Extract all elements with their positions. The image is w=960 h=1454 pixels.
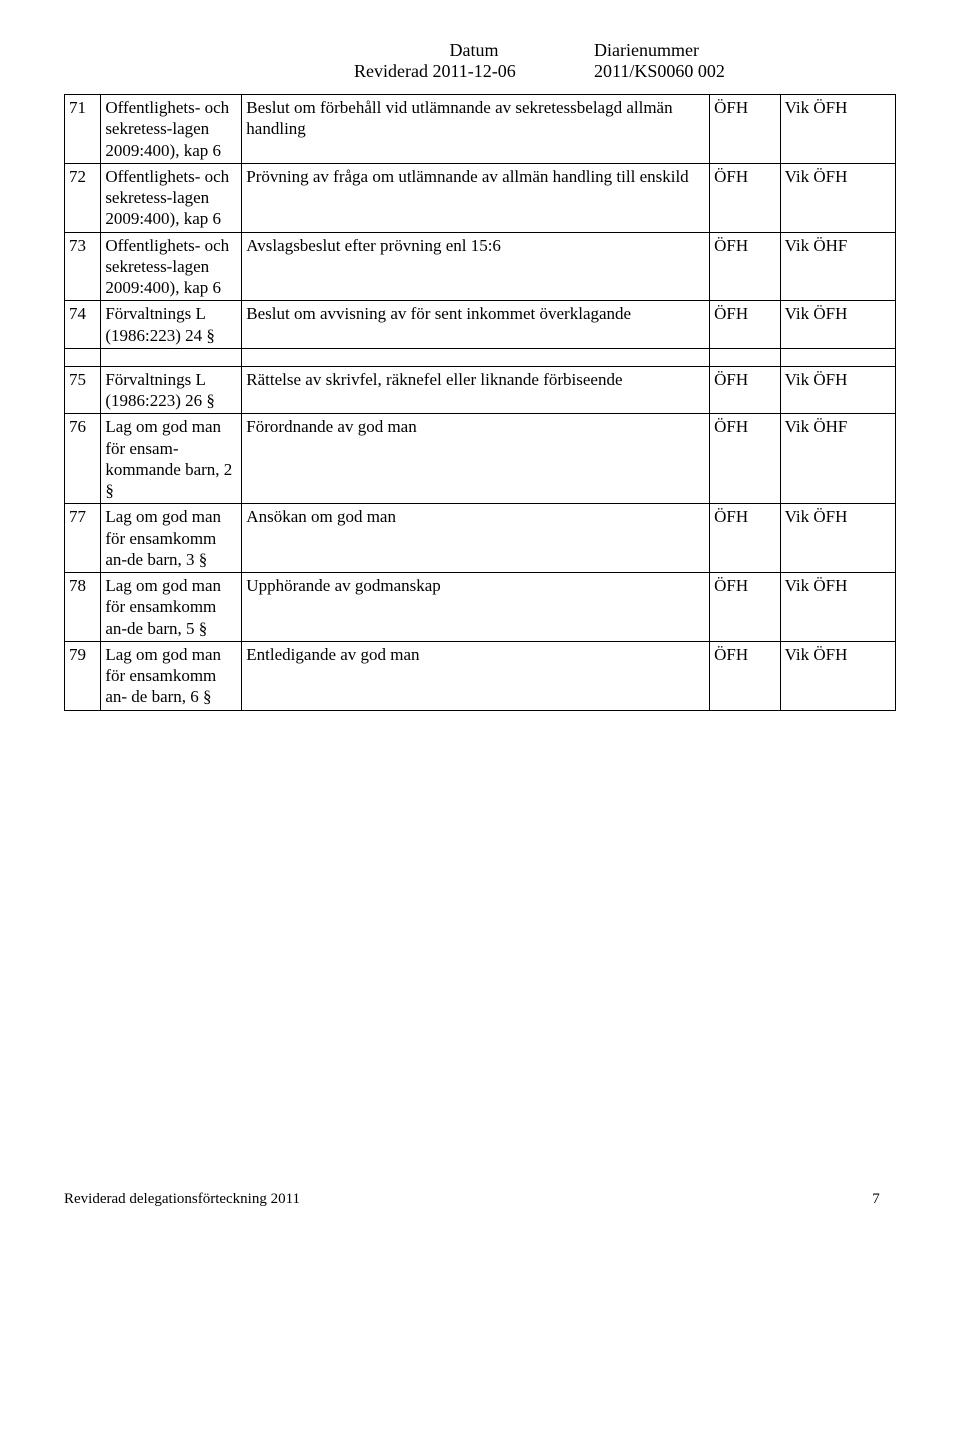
table-cell: Förordnande av god man <box>242 414 710 504</box>
table-row: 78Lag om god man för ensamkomm an-de bar… <box>65 573 896 642</box>
header-col-diarie: Diarienummer 2011/KS0060 002 <box>594 40 834 82</box>
table-cell: Vik ÖHF <box>780 414 895 504</box>
table-cell: 72 <box>65 163 101 232</box>
header-col-datum: Datum Reviderad 2011-12-06 <box>354 40 594 82</box>
table-cell: ÖFH <box>710 163 780 232</box>
page-header: Datum Reviderad 2011-12-06 Diarienummer … <box>64 40 896 82</box>
table-cell: Vik ÖFH <box>780 573 895 642</box>
table-cell: ÖFH <box>710 366 780 414</box>
table-cell: ÖFH <box>710 573 780 642</box>
table-cell: Lag om god man för ensam-kommande barn, … <box>101 414 242 504</box>
footer-text: Reviderad delegationsförteckning 2011 <box>64 1191 696 1208</box>
table-cell: Vik ÖFH <box>780 641 895 710</box>
table-row: 75Förvaltnings L (1986:223) 26 §Rättelse… <box>65 366 896 414</box>
table-cell: Vik ÖFH <box>780 163 895 232</box>
header-datum-value: Reviderad 2011-12-06 <box>354 61 594 82</box>
table-row: 76Lag om god man för ensam-kommande barn… <box>65 414 896 504</box>
table-cell: ÖFH <box>710 301 780 349</box>
table-cell: 78 <box>65 573 101 642</box>
table-cell: Beslut om avvisning av för sent inkommet… <box>242 301 710 349</box>
delegation-table: 71Offentlighets- och sekretess-lagen 200… <box>64 94 896 711</box>
table-cell: Offentlighets- och sekretess-lagen 2009:… <box>101 95 242 164</box>
page: Datum Reviderad 2011-12-06 Diarienummer … <box>0 0 960 1248</box>
footer-page-number: 7 <box>856 1191 896 1208</box>
table-cell: ÖFH <box>710 504 780 573</box>
table-row: 79Lag om god man för ensamkomm an- de ba… <box>65 641 896 710</box>
table-cell: Lag om god man för ensamkomm an-de barn,… <box>101 504 242 573</box>
table-cell: 71 <box>65 95 101 164</box>
table-row: 77Lag om god man för ensamkomm an-de bar… <box>65 504 896 573</box>
table-cell: Beslut om förbehåll vid utlämnande av se… <box>242 95 710 164</box>
table-row: 71Offentlighets- och sekretess-lagen 200… <box>65 95 896 164</box>
table-cell: Vik ÖFH <box>780 366 895 414</box>
table-cell: Offentlighets- och sekretess-lagen 2009:… <box>101 232 242 301</box>
table-cell: 79 <box>65 641 101 710</box>
table-cell: ÖFH <box>710 414 780 504</box>
table-cell: ÖFH <box>710 95 780 164</box>
table-cell: Upphörande av godmanskap <box>242 573 710 642</box>
table-cell: Rättelse av skrivfel, räknefel eller lik… <box>242 366 710 414</box>
table-cell: 76 <box>65 414 101 504</box>
table-cell: 74 <box>65 301 101 349</box>
table-cell: Vik ÖFH <box>780 504 895 573</box>
table-cell: Entledigande av god man <box>242 641 710 710</box>
table-cell: 77 <box>65 504 101 573</box>
table-cell: 75 <box>65 366 101 414</box>
table-row: 74Förvaltnings L (1986:223) 24 §Beslut o… <box>65 301 896 349</box>
table-cell: Vik ÖFH <box>780 95 895 164</box>
table-cell: Lag om god man för ensamkomm an-de barn,… <box>101 573 242 642</box>
table-cell: 73 <box>65 232 101 301</box>
table-cell: ÖFH <box>710 232 780 301</box>
table-cell: Offentlighets- och sekretess-lagen 2009:… <box>101 163 242 232</box>
header-datum-label: Datum <box>354 40 594 61</box>
table-cell: ÖFH <box>710 641 780 710</box>
table-cell: Vik ÖHF <box>780 232 895 301</box>
header-diarie-label: Diarienummer <box>594 40 834 61</box>
page-footer: Reviderad delegationsförteckning 2011 7 <box>64 1191 896 1208</box>
table-cell: Ansökan om god man <box>242 504 710 573</box>
table-cell: Avslagsbeslut efter prövning enl 15:6 <box>242 232 710 301</box>
table-cell: Prövning av fråga om utlämnande av allmä… <box>242 163 710 232</box>
table-spacer-row <box>65 348 896 366</box>
table-cell: Förvaltnings L (1986:223) 26 § <box>101 366 242 414</box>
header-diarie-value: 2011/KS0060 002 <box>594 61 834 82</box>
table-row: 72Offentlighets- och sekretess-lagen 200… <box>65 163 896 232</box>
table-row: 73Offentlighets- och sekretess-lagen 200… <box>65 232 896 301</box>
table-cell: Vik ÖFH <box>780 301 895 349</box>
table-cell: Lag om god man för ensamkomm an- de barn… <box>101 641 242 710</box>
table-cell: Förvaltnings L (1986:223) 24 § <box>101 301 242 349</box>
